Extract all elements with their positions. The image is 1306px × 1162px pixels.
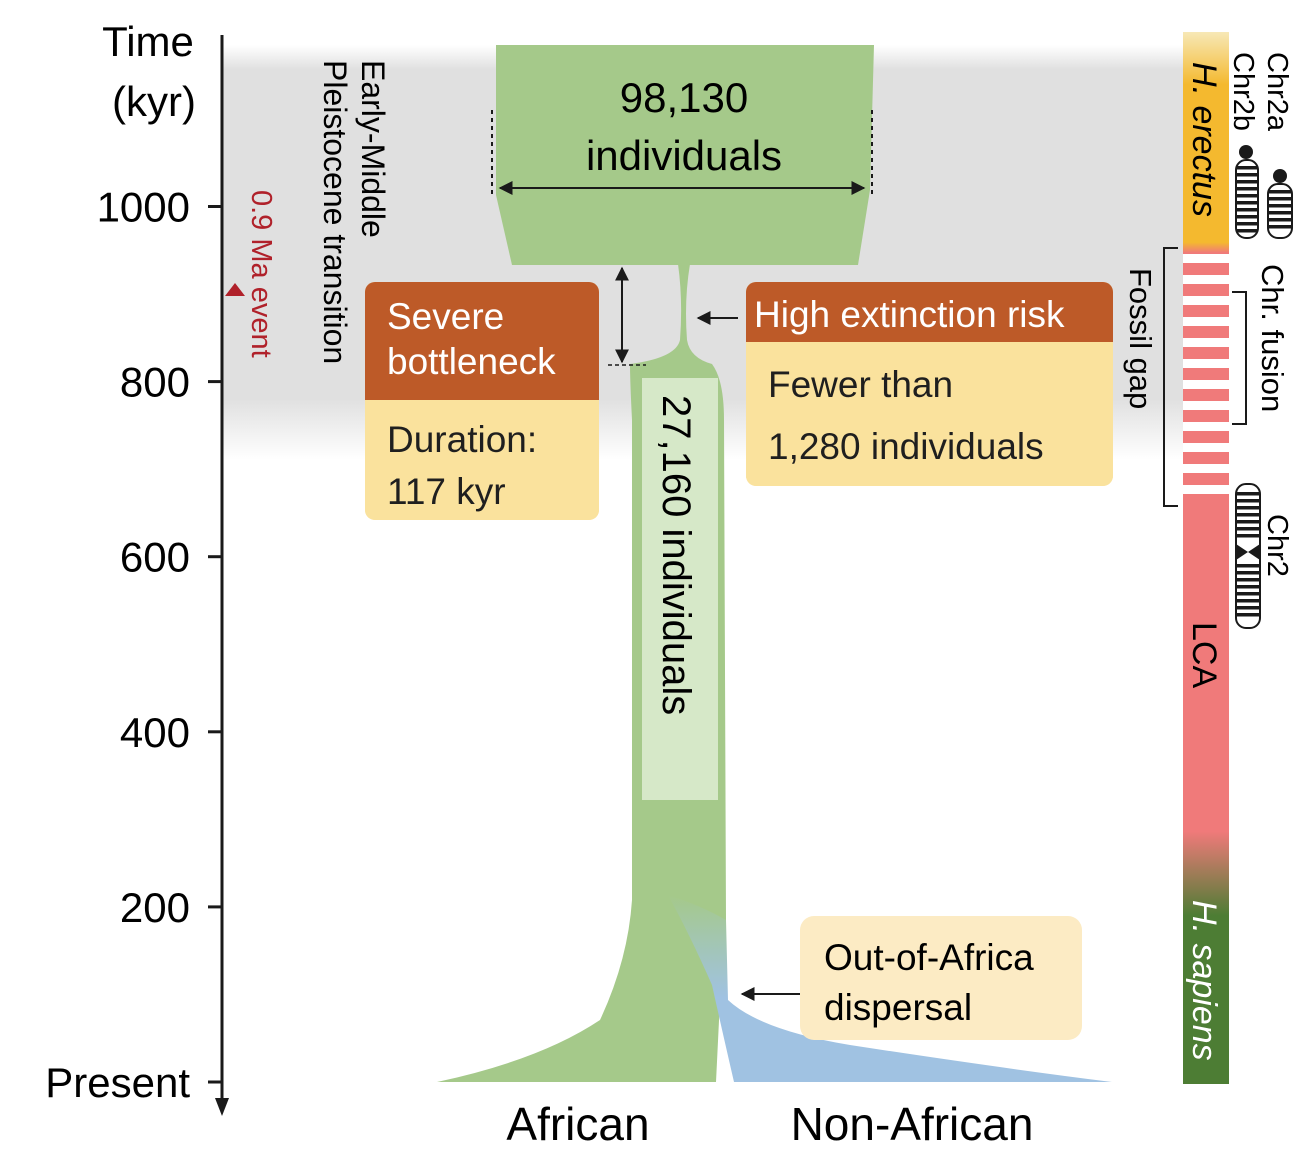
ancestral-count-unit: individuals	[586, 132, 782, 179]
risk-box-title: High extinction risk	[746, 282, 1113, 342]
chr2-label: Chr2	[1261, 514, 1293, 577]
fossil-gap-bracket	[1163, 247, 1178, 507]
fossil-gap-stripe	[1183, 296, 1229, 305]
time-axis: 1000 800 600 400 200 Present Time (kyr)	[45, 18, 229, 1116]
stem-population-label: 27,160 individuals	[654, 395, 698, 715]
chromosome-band	[1237, 527, 1259, 531]
fossil-gap-stripe	[1183, 464, 1229, 473]
fossil-gap-stripe	[1183, 338, 1229, 347]
axis-tick-label: 600	[120, 534, 190, 581]
bottleneck-box-body: Duration: 117 kyr	[365, 400, 599, 518]
non-african-population-shape	[668, 895, 1112, 1082]
bottleneck-box-title: Severe bottleneck	[365, 282, 599, 400]
fusion-label: Chr. fusion	[1255, 264, 1290, 412]
chromosome-band	[1237, 222, 1257, 226]
axis-tick-label: 200	[120, 884, 190, 931]
fusion-bracket	[1232, 291, 1247, 425]
chromosome-band	[1237, 599, 1259, 603]
chromosome-band	[1237, 571, 1259, 575]
chromosome-band	[1237, 492, 1259, 496]
bottleneck-title-line2: bottleneck	[387, 341, 556, 382]
axis-tick-label: 400	[120, 709, 190, 756]
risk-box-body: Fewer than 1,280 individuals	[746, 342, 1113, 478]
non-african-label: Non-African	[791, 1098, 1034, 1150]
bottleneck-duration-value: 117 kyr	[387, 471, 506, 512]
african-label: African	[506, 1098, 649, 1150]
ancestral-population-shape	[496, 45, 874, 265]
fossil-gap-stripe	[1183, 422, 1229, 431]
dispersal-line1: Out-of-Africa	[824, 937, 1034, 978]
fossil-gap-stripe	[1183, 359, 1229, 368]
bottleneck-title-line1: Severe	[387, 296, 505, 337]
chromosome-band	[1269, 190, 1291, 194]
event-label: 0.9 Ma event	[245, 190, 277, 358]
axis-title-line2: (kyr)	[112, 78, 196, 125]
lca-label: LCA	[1185, 622, 1223, 688]
chromosome-band	[1237, 499, 1259, 503]
chromosome-band	[1237, 578, 1259, 582]
event-marker	[225, 283, 245, 296]
chromosome-bands	[1237, 166, 1291, 617]
stem-label-panel	[642, 378, 718, 800]
sapiens-label: H. sapiens	[1185, 900, 1223, 1061]
chromosome-band	[1237, 592, 1259, 596]
fossil-gap-stripe	[1183, 443, 1229, 452]
fossil-gap-stripes	[1183, 254, 1229, 494]
chromosome-band	[1237, 606, 1259, 610]
population-tree	[437, 45, 1112, 1082]
axis-tick-label: 1000	[97, 184, 190, 231]
axis-tick-label: Present	[45, 1059, 190, 1106]
chromosome-band	[1269, 225, 1291, 229]
risk-body-line1: Fewer than	[768, 364, 954, 405]
fossil-gap-label: Fossil gap	[1123, 268, 1158, 409]
bottleneck-duration-label: Duration:	[387, 419, 538, 460]
risk-body-line2: 1,280 individuals	[768, 426, 1044, 467]
chromosome-band	[1269, 218, 1291, 222]
ancestral-count: 98,130	[620, 74, 748, 121]
chromosome-band	[1237, 520, 1259, 524]
chromosome-band	[1237, 613, 1259, 617]
chromosome-band	[1237, 180, 1257, 184]
species-bar-fill	[1183, 32, 1229, 1084]
fossil-gap-stripe	[1183, 275, 1229, 284]
chromosome-band	[1237, 564, 1259, 568]
fossil-gap-stripe	[1183, 254, 1229, 263]
axis-ticks: 1000 800 600 400 200 Present	[45, 184, 222, 1106]
chromosome-band	[1237, 201, 1257, 205]
chromosome-band	[1237, 194, 1257, 198]
chromosome-band	[1237, 187, 1257, 191]
fossil-gap-stripe	[1183, 401, 1229, 410]
risk-title: High extinction risk	[754, 294, 1065, 335]
chromosome-band	[1269, 204, 1291, 208]
erectus-label: H. erectus	[1185, 62, 1223, 217]
fossil-gap-stripe	[1183, 485, 1229, 494]
chromosome-band	[1237, 585, 1259, 589]
chr2b-label: Chr2b	[1227, 52, 1259, 131]
dispersal-line2: dispersal	[824, 987, 972, 1028]
chromosome-band	[1269, 211, 1291, 215]
axis-title-line1: Time	[102, 18, 194, 65]
transition-label: Early-Middle Pleistocene transition 0.9 …	[225, 60, 391, 364]
chromosome-band	[1237, 513, 1259, 517]
transition-line2: Pleistocene transition	[317, 60, 353, 364]
chromosome-band	[1269, 197, 1291, 201]
chromosome-band	[1237, 166, 1257, 170]
fossil-gap-stripe	[1183, 380, 1229, 389]
risk-box: High extinction risk Fewer than 1,280 in…	[746, 282, 1113, 486]
axis-tick-label: 800	[120, 359, 190, 406]
chromosome-band	[1237, 173, 1257, 177]
chromosome-band	[1237, 229, 1257, 233]
species-bar: H. erectus LCA H. sapiens	[1183, 32, 1229, 1084]
ancestral-size: 98,130 individuals	[491, 74, 873, 198]
chromosome-band	[1237, 208, 1257, 212]
chromosome-band	[1237, 506, 1259, 510]
chromosome-band	[1237, 534, 1259, 538]
transition-line1: Early-Middle	[355, 60, 391, 238]
bottleneck-box: Severe bottleneck Duration: 117 kyr	[365, 282, 599, 520]
chr2a-label: Chr2a	[1261, 52, 1293, 132]
dispersal-callout	[800, 916, 1082, 1040]
fossil-gap-stripe	[1183, 317, 1229, 326]
chromosome-band	[1237, 215, 1257, 219]
